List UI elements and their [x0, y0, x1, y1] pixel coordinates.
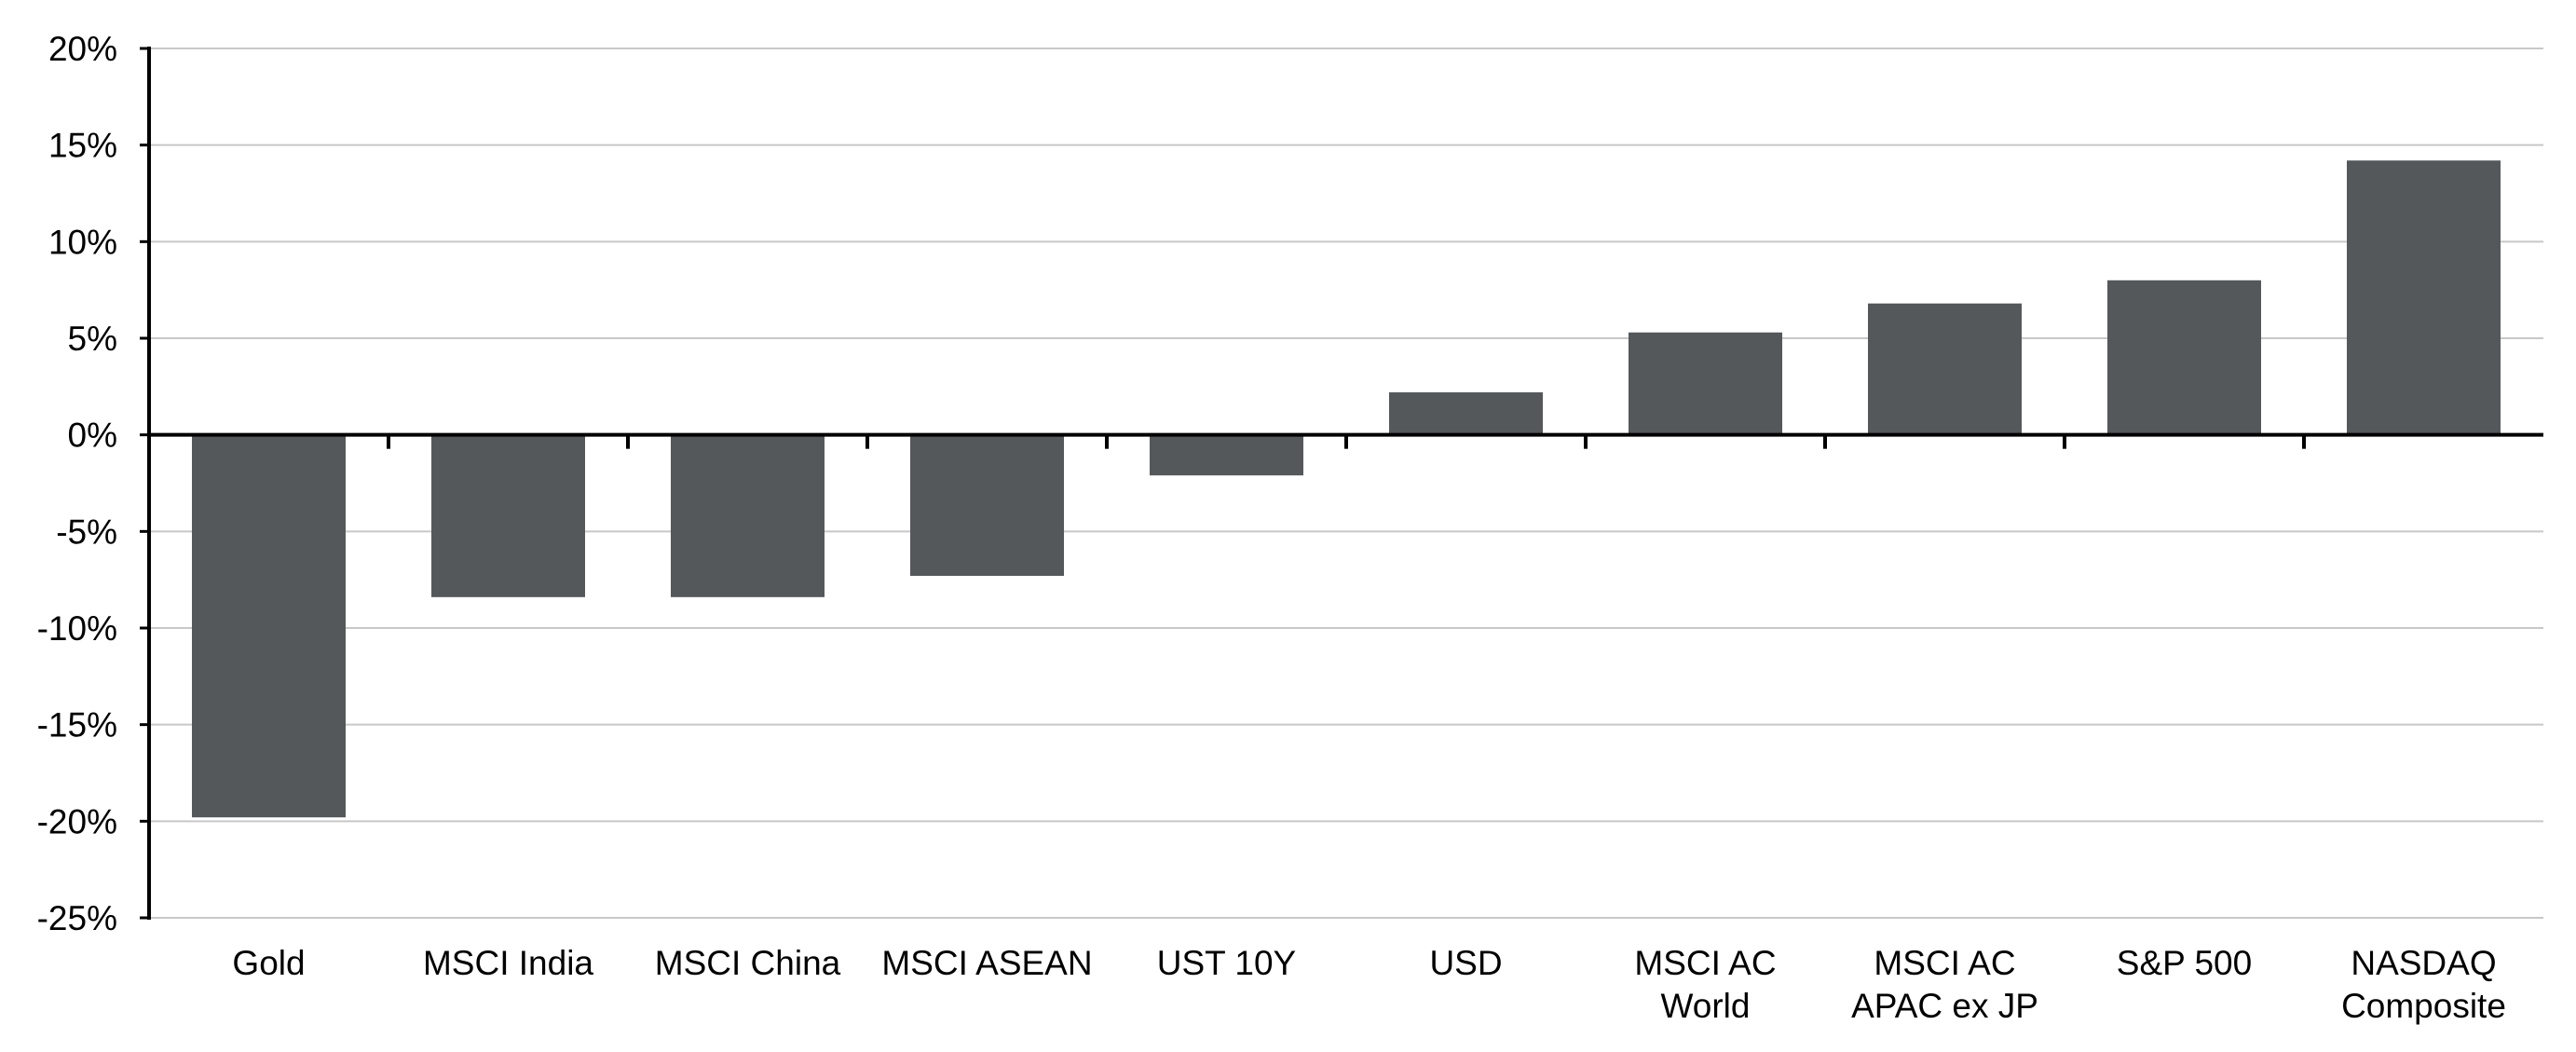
- x-category-label: APAC ex JP: [1851, 987, 2038, 1025]
- y-tick-label: 0%: [68, 417, 117, 455]
- y-tick-label: -10%: [37, 609, 117, 648]
- x-category-label: MSCI ASEAN: [881, 944, 1092, 982]
- x-category-label: MSCI India: [423, 944, 593, 982]
- axes: [140, 47, 2543, 920]
- y-tick-label: -15%: [37, 706, 117, 745]
- x-category-label: UST 10Y: [1157, 944, 1296, 982]
- bar: [1629, 332, 1782, 435]
- x-category-label: NASDAQ: [2351, 944, 2496, 982]
- bar: [1150, 434, 1303, 476]
- x-category-label: MSCI China: [655, 944, 841, 982]
- bar: [431, 434, 585, 597]
- bar: [1389, 392, 1543, 435]
- x-category-label: World: [1661, 987, 1751, 1025]
- bar: [192, 434, 346, 818]
- y-tick-label: -5%: [56, 512, 117, 551]
- bars: [192, 160, 2501, 818]
- x-category-label: MSCI AC: [1634, 944, 1776, 982]
- bar: [910, 434, 1064, 577]
- x-category-label: Composite: [2341, 987, 2506, 1025]
- y-tick-label: 10%: [48, 223, 117, 261]
- x-category-label: S&P 500: [2117, 944, 2252, 982]
- bar: [1868, 303, 2022, 435]
- y-tick-label: -25%: [37, 899, 117, 937]
- bar: [2347, 160, 2501, 435]
- y-tick-label: 20%: [48, 30, 117, 68]
- y-tick-label: 5%: [68, 320, 117, 358]
- bar: [2107, 280, 2261, 435]
- x-category-label: USD: [1429, 944, 1502, 982]
- y-tick-labels: 20% 15% 10% 5% 0% -5% -10% -15% -20% -25%: [37, 30, 117, 937]
- y-tick-label: 15%: [48, 127, 117, 165]
- x-category-label: MSCI AC: [1874, 944, 2015, 982]
- bar: [671, 434, 825, 597]
- x-category-labels: Gold MSCI India MSCI China MSCI ASEAN UST 10…: [232, 944, 2506, 1025]
- y-tick-label: -20%: [37, 802, 117, 840]
- x-category-label: Gold: [232, 944, 305, 982]
